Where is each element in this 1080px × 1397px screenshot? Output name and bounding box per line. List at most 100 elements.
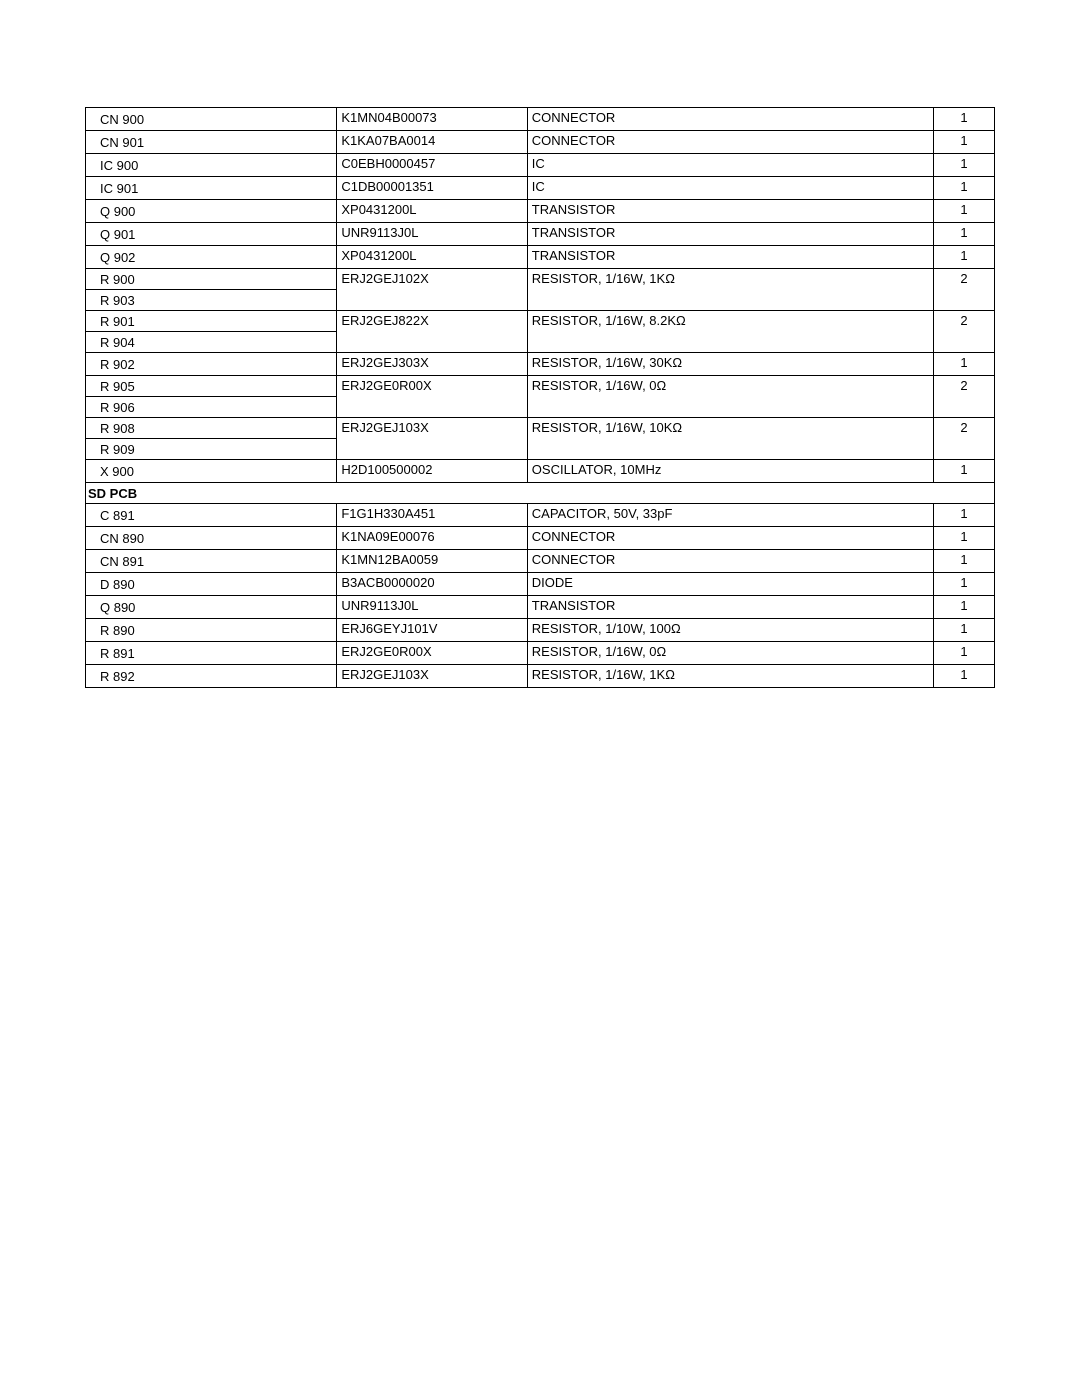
description: RESISTOR, 1/16W, 30KΩ <box>527 353 933 376</box>
ref-designator: R 902 <box>86 353 337 376</box>
description: IC <box>527 154 933 177</box>
ref-designator: R 909 <box>86 439 337 460</box>
quantity: 2 <box>934 376 995 418</box>
quantity: 2 <box>934 311 995 353</box>
ref-designator: Q 901 <box>86 223 337 246</box>
ref-designator: R 891 <box>86 642 337 665</box>
table-row: R 900ERJ2GEJ102XRESISTOR, 1/16W, 1KΩ2 <box>86 269 995 290</box>
quantity: 1 <box>934 527 995 550</box>
quantity: 1 <box>934 504 995 527</box>
table-row: R 891ERJ2GE0R00XRESISTOR, 1/16W, 0Ω1 <box>86 642 995 665</box>
description: IC <box>527 177 933 200</box>
description: RESISTOR, 1/16W, 10KΩ <box>527 418 933 460</box>
description: RESISTOR, 1/16W, 1KΩ <box>527 269 933 311</box>
table-row: SD PCB <box>86 483 995 504</box>
part-number: ERJ6GEYJ101V <box>337 619 527 642</box>
description: RESISTOR, 1/16W, 1KΩ <box>527 665 933 688</box>
table-row: Q 901UNR9113J0LTRANSISTOR1 <box>86 223 995 246</box>
description: CAPACITOR, 50V, 33pF <box>527 504 933 527</box>
part-number: K1MN12BA0059 <box>337 550 527 573</box>
quantity: 1 <box>934 131 995 154</box>
part-number: K1KA07BA0014 <box>337 131 527 154</box>
ref-designator: R 906 <box>86 397 337 418</box>
quantity: 1 <box>934 177 995 200</box>
description: RESISTOR, 1/16W, 0Ω <box>527 642 933 665</box>
part-number: K1NA09E00076 <box>337 527 527 550</box>
ref-designator: R 903 <box>86 290 337 311</box>
part-number: K1MN04B00073 <box>337 108 527 131</box>
part-number: UNR9113J0L <box>337 596 527 619</box>
table-row: R 908ERJ2GEJ103XRESISTOR, 1/16W, 10KΩ2 <box>86 418 995 439</box>
quantity: 1 <box>934 550 995 573</box>
description: RESISTOR, 1/16W, 0Ω <box>527 376 933 418</box>
quantity: 2 <box>934 269 995 311</box>
part-number: ERJ2GEJ303X <box>337 353 527 376</box>
ref-designator: R 904 <box>86 332 337 353</box>
table-row: R 901ERJ2GEJ822XRESISTOR, 1/16W, 8.2KΩ2 <box>86 311 995 332</box>
description: TRANSISTOR <box>527 200 933 223</box>
ref-designator: R 890 <box>86 619 337 642</box>
part-number: ERJ2GE0R00X <box>337 376 527 418</box>
quantity: 1 <box>934 573 995 596</box>
part-number: UNR9113J0L <box>337 223 527 246</box>
part-number: ERJ2GEJ103X <box>337 418 527 460</box>
ref-designator: R 905 <box>86 376 337 397</box>
description: RESISTOR, 1/10W, 100Ω <box>527 619 933 642</box>
part-number: C1DB00001351 <box>337 177 527 200</box>
part-number: H2D100500002 <box>337 460 527 483</box>
quantity: 1 <box>934 108 995 131</box>
table-row: Q 890UNR9113J0LTRANSISTOR1 <box>86 596 995 619</box>
ref-designator: CN 891 <box>86 550 337 573</box>
description: CONNECTOR <box>527 550 933 573</box>
description: TRANSISTOR <box>527 596 933 619</box>
ref-designator: CN 900 <box>86 108 337 131</box>
ref-designator: CN 901 <box>86 131 337 154</box>
ref-designator: IC 900 <box>86 154 337 177</box>
quantity: 1 <box>934 665 995 688</box>
quantity: 1 <box>934 642 995 665</box>
part-number: ERJ2GE0R00X <box>337 642 527 665</box>
description: CONNECTOR <box>527 527 933 550</box>
ref-designator: R 892 <box>86 665 337 688</box>
ref-designator: Q 890 <box>86 596 337 619</box>
table-row: CN 890K1NA09E00076CONNECTOR1 <box>86 527 995 550</box>
ref-designator: CN 890 <box>86 527 337 550</box>
table-row: IC 901C1DB00001351IC1 <box>86 177 995 200</box>
ref-designator: Q 902 <box>86 246 337 269</box>
quantity: 1 <box>934 353 995 376</box>
quantity: 1 <box>934 246 995 269</box>
quantity: 1 <box>934 200 995 223</box>
quantity: 2 <box>934 418 995 460</box>
table-row: X 900H2D100500002OSCILLATOR, 10MHz1 <box>86 460 995 483</box>
parts-table: CN 900K1MN04B00073CONNECTOR1CN 901K1KA07… <box>85 107 995 688</box>
ref-designator: Q 900 <box>86 200 337 223</box>
quantity: 1 <box>934 619 995 642</box>
part-number: XP0431200L <box>337 200 527 223</box>
quantity: 1 <box>934 154 995 177</box>
table-row: D 890B3ACB0000020DIODE1 <box>86 573 995 596</box>
part-number: ERJ2GEJ102X <box>337 269 527 311</box>
ref-designator: X 900 <box>86 460 337 483</box>
table-row: CN 891K1MN12BA0059CONNECTOR1 <box>86 550 995 573</box>
quantity: 1 <box>934 460 995 483</box>
table-row: IC 900C0EBH0000457IC1 <box>86 154 995 177</box>
part-number: C0EBH0000457 <box>337 154 527 177</box>
ref-designator: R 901 <box>86 311 337 332</box>
description: TRANSISTOR <box>527 223 933 246</box>
table-row: Q 902XP0431200LTRANSISTOR1 <box>86 246 995 269</box>
table-row: R 902ERJ2GEJ303XRESISTOR, 1/16W, 30KΩ1 <box>86 353 995 376</box>
part-number: B3ACB0000020 <box>337 573 527 596</box>
ref-designator: R 900 <box>86 269 337 290</box>
description: TRANSISTOR <box>527 246 933 269</box>
ref-designator: IC 901 <box>86 177 337 200</box>
ref-designator: D 890 <box>86 573 337 596</box>
description: CONNECTOR <box>527 108 933 131</box>
description: OSCILLATOR, 10MHz <box>527 460 933 483</box>
part-number: ERJ2GEJ822X <box>337 311 527 353</box>
table-row: R 892ERJ2GEJ103XRESISTOR, 1/16W, 1KΩ1 <box>86 665 995 688</box>
table-row: C 891F1G1H330A451CAPACITOR, 50V, 33pF1 <box>86 504 995 527</box>
section-header: SD PCB <box>86 483 995 504</box>
part-number: ERJ2GEJ103X <box>337 665 527 688</box>
part-number: F1G1H330A451 <box>337 504 527 527</box>
description: CONNECTOR <box>527 131 933 154</box>
